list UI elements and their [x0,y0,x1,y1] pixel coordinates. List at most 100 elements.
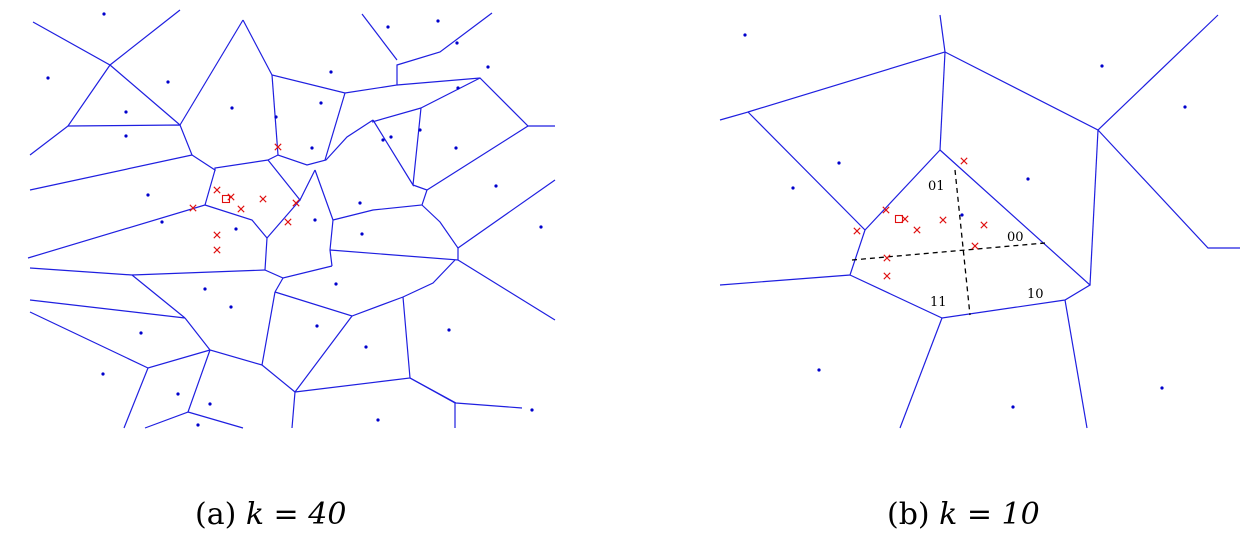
voronoi-edge [261,315,353,393]
voronoi-edge [27,169,216,259]
region-label-01: 01 [928,179,945,194]
voronoi-edge [67,124,269,172]
voronoi-edge [899,317,943,429]
site-point [389,135,393,139]
query-cross [213,186,221,194]
query-cross [284,218,292,226]
panel-a-voronoi-k40 [27,9,556,429]
voronoi-edge [264,237,333,279]
voronoi-edge [372,77,481,187]
site-point [102,12,106,16]
voronoi-edge [29,154,193,191]
site-point [960,213,964,217]
voronoi-edge [274,259,456,317]
voronoi-edge [371,107,422,123]
site-point [229,305,233,309]
site-point [146,193,150,197]
caption-b-math: k = 10 [939,497,1040,532]
query-cross [237,205,245,213]
voronoi-edges-b [719,14,1240,429]
voronoi-edge [29,64,111,156]
site-point [817,368,821,372]
caption-a-label: (a) [195,497,246,532]
voronoi-edge [457,259,556,321]
voronoi-edge [242,12,493,94]
voronoi-edge [864,149,941,231]
caption-b-label: (b) [887,497,940,532]
site-point [791,186,795,190]
voronoi-edge [179,19,244,126]
voronoi-edge [719,111,866,286]
site-point [160,220,164,224]
voronoi-edge [294,296,411,393]
site-point [203,287,207,291]
query-cross [853,227,861,235]
site-point [447,328,451,332]
site-point [494,184,498,188]
voronoi-edge [29,267,186,319]
voronoi-edge [204,204,268,239]
voronoi-edge [361,13,398,61]
region-label-10: 10 [1027,287,1044,302]
voronoi-edge [274,277,284,293]
sites-b [743,33,1187,409]
query-cross [960,157,968,165]
voronoi-edge [426,125,529,191]
site-point [166,80,170,84]
voronoi-edge [324,92,346,161]
site-point [436,19,440,23]
sites-a [46,12,543,427]
voronoi-edge [314,169,334,267]
voronoi-edge [144,349,211,429]
site-point [329,70,333,74]
voronoi-edge [1097,129,1240,249]
query-cross [189,204,197,212]
voronoi-edge [109,64,181,126]
site-point [456,86,460,90]
voronoi-edge [29,311,211,369]
site-point [208,402,212,406]
site-point [139,331,143,335]
site-point [455,41,459,45]
voronoi-edge [1064,299,1088,429]
voronoi-edge [187,411,244,429]
caption-a: (a) k = 40 [195,497,346,532]
query-cross [227,193,235,201]
site-point [124,110,128,114]
voronoi-edge [939,51,946,151]
voronoi-edge [271,74,279,156]
voronoi-edge [267,159,316,202]
site-point [310,146,314,150]
query-cross [980,221,988,229]
voronoi-edge [409,377,523,409]
voronoi-edge [131,269,266,276]
caption-a-math: k = 40 [245,497,347,532]
site-point [176,392,180,396]
query-cross [213,231,221,239]
voronoi-edge [29,299,186,319]
site-point [1026,177,1030,181]
voronoi-edge [396,77,555,127]
voronoi-edges-a [27,9,556,429]
voronoi-edge [32,9,181,66]
site-point [364,345,368,349]
voronoi-edge [329,204,459,261]
site-point [196,423,200,427]
target-square [894,214,904,224]
region-label-00: 00 [1007,230,1024,245]
site-point [381,138,385,142]
query-points-b [853,157,988,280]
site-point [539,225,543,229]
site-point [230,106,234,110]
site-point [530,408,534,412]
caption-b: (b) k = 10 [887,497,1040,532]
voronoi-edge [266,199,301,239]
site-point [319,101,323,105]
site-point [46,76,50,80]
query-cross [292,199,300,207]
site-point [386,25,390,29]
site-point [743,33,747,37]
site-point [1100,64,1104,68]
voronoi-edge [849,149,1092,319]
